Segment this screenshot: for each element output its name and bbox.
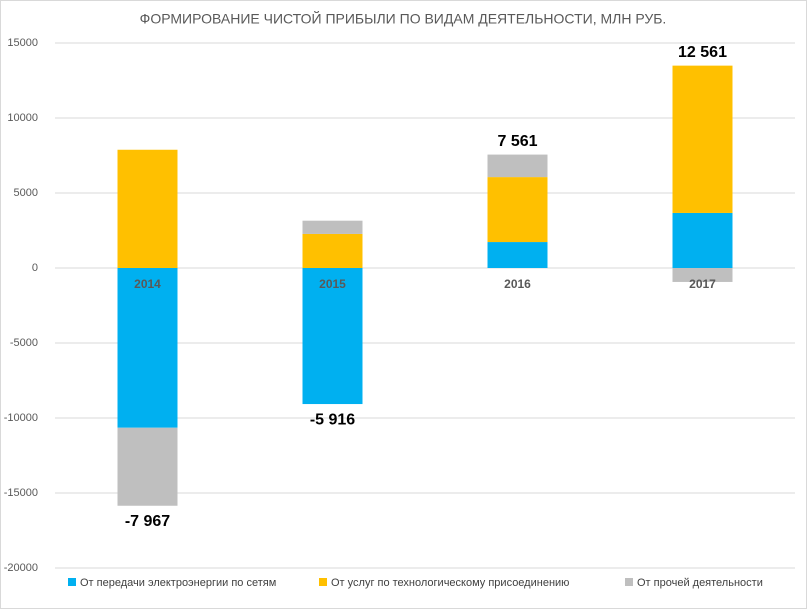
x-tick-label: 2015 bbox=[319, 277, 346, 291]
legend-label: От передачи электроэнергии по сетям bbox=[80, 577, 276, 589]
bar-segment bbox=[302, 233, 363, 268]
legend-label: От услуг по технологическому присоединен… bbox=[331, 577, 569, 589]
bar-segment bbox=[672, 212, 733, 268]
y-tick-label: -15000 bbox=[4, 487, 38, 499]
bar-segment bbox=[487, 177, 548, 243]
y-tick-label: -20000 bbox=[4, 562, 38, 574]
x-tick-label: 2014 bbox=[134, 277, 161, 291]
legend-swatch bbox=[68, 578, 76, 586]
legend-swatch bbox=[319, 578, 327, 586]
y-tick-label: -10000 bbox=[4, 412, 38, 424]
total-label: 7 561 bbox=[497, 133, 537, 150]
bar-segment bbox=[672, 65, 733, 213]
x-tick-label: 2016 bbox=[504, 277, 531, 291]
bar-segment bbox=[117, 427, 178, 506]
legend-label: От прочей деятельности bbox=[637, 577, 763, 589]
y-tick-label: -5000 bbox=[10, 337, 38, 349]
bar-segment bbox=[672, 268, 733, 282]
bar-segment bbox=[117, 149, 178, 268]
x-tick-label: 2017 bbox=[689, 277, 716, 291]
bar-segment bbox=[487, 154, 548, 178]
bar-segment bbox=[302, 268, 363, 405]
y-tick-label: 5000 bbox=[14, 187, 38, 199]
bar-segment bbox=[117, 268, 178, 428]
bar-segment bbox=[487, 242, 548, 268]
total-label: -5 916 bbox=[310, 411, 355, 428]
chart-title: ФОРМИРОВАНИЕ ЧИСТОЙ ПРИБЫЛИ ПО ВИДАМ ДЕЯ… bbox=[140, 10, 667, 27]
bar-segment bbox=[302, 220, 363, 234]
y-tick-label: 10000 bbox=[7, 112, 38, 124]
y-tick-label: 15000 bbox=[7, 37, 38, 49]
total-label: 12 561 bbox=[678, 44, 727, 61]
y-tick-label: 0 bbox=[32, 262, 38, 274]
legend-swatch bbox=[625, 578, 633, 586]
total-label: -7 967 bbox=[125, 513, 170, 530]
